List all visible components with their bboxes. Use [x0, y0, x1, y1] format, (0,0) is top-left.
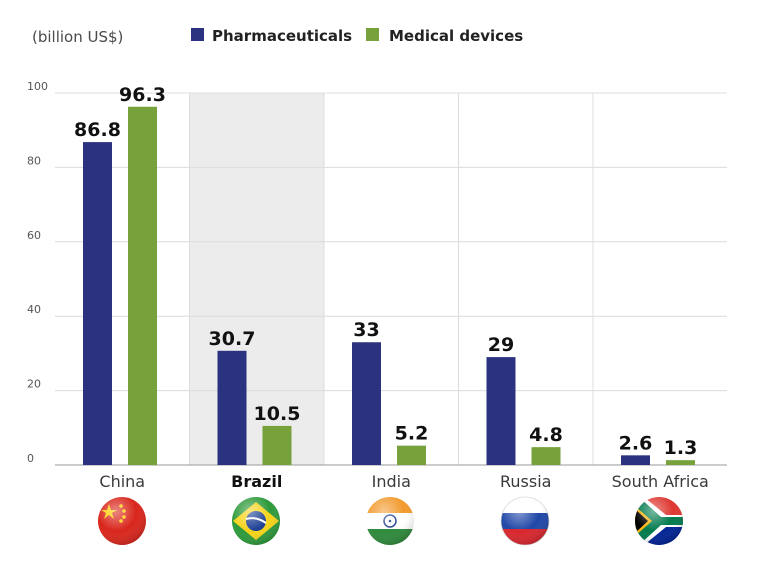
brazil-flag-icon — [232, 497, 280, 545]
bar-pharmaceuticals-china — [83, 142, 112, 465]
y-tick-label: 100 — [27, 80, 48, 93]
y-tick-label: 20 — [27, 378, 41, 391]
bar-medical-devices-brazil — [262, 425, 292, 465]
value-labels: 86.8 30.7 33 29 2.6 96.3 10.5 5.2 4.8 1.3 — [74, 84, 697, 459]
highlight-band — [189, 93, 324, 465]
china-flag-icon — [98, 497, 146, 545]
category-label-south-africa: South Africa — [612, 472, 709, 491]
bar-pharmaceuticals-brazil — [217, 350, 247, 465]
legend-swatch-pharmaceuticals — [191, 28, 204, 41]
category-labels: China Brazil India Russia South Africa — [99, 472, 708, 491]
value-label-medical-devices-south-africa: 1.3 — [664, 437, 698, 459]
bar-medical-devices-russia — [531, 447, 561, 465]
category-label-brazil: Brazil — [231, 472, 282, 491]
value-label-pharmaceuticals-russia: 29 — [488, 334, 514, 356]
bar-medical-devices-china — [128, 106, 157, 465]
value-label-medical-devices-brazil: 10.5 — [254, 403, 301, 425]
value-label-medical-devices-russia: 4.8 — [529, 424, 563, 446]
legend-label-pharmaceuticals: Pharmaceuticals — [212, 27, 352, 45]
bar-medical-devices-south-africa — [666, 460, 695, 465]
gridlines — [55, 92, 727, 465]
india-flag-icon — [366, 497, 414, 545]
bar-pharmaceuticals-india — [352, 342, 381, 465]
value-label-medical-devices-china: 96.3 — [119, 84, 166, 106]
bar-pharmaceuticals-south-africa — [621, 455, 650, 465]
russia-flag-icon — [500, 496, 550, 546]
value-label-medical-devices-india: 5.2 — [395, 423, 429, 445]
south-africa-flag-icon — [635, 497, 683, 545]
category-label-china: China — [99, 472, 145, 491]
y-tick-label: 80 — [27, 154, 41, 167]
y-tick-label: 40 — [27, 303, 41, 316]
legend: Pharmaceuticals Medical devices — [191, 27, 523, 45]
value-label-pharmaceuticals-india: 33 — [353, 319, 379, 341]
category-label-india: India — [372, 472, 411, 491]
bar-pharmaceuticals-russia — [486, 357, 516, 465]
y-tick-label: 0 — [27, 452, 34, 465]
bar-medical-devices-india — [397, 445, 426, 465]
value-label-pharmaceuticals-south-africa: 2.6 — [619, 432, 653, 454]
y-axis: 0 20 40 60 80 100 — [27, 80, 48, 465]
value-label-pharmaceuticals-brazil: 30.7 — [209, 328, 256, 350]
value-label-pharmaceuticals-china: 86.8 — [74, 119, 121, 141]
legend-swatch-medical-devices — [366, 28, 379, 41]
category-label-russia: Russia — [500, 472, 551, 491]
legend-label-medical-devices: Medical devices — [389, 27, 523, 45]
bars — [83, 106, 695, 465]
unit-label: (billion US$) — [32, 28, 123, 46]
y-tick-label: 60 — [27, 229, 41, 242]
